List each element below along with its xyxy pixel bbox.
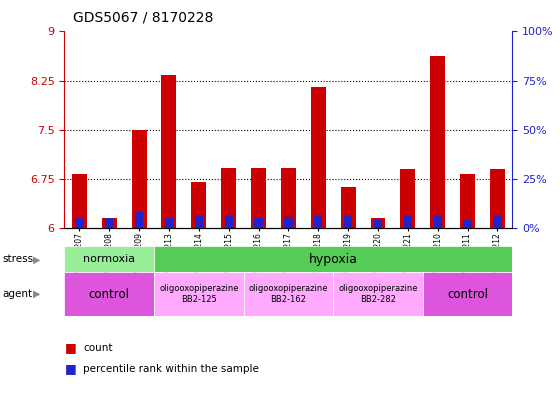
Bar	[72, 174, 87, 228]
Text: ■: ■	[64, 341, 76, 354]
Bar	[225, 216, 233, 228]
Bar	[254, 218, 263, 228]
Bar	[371, 218, 385, 228]
Bar	[221, 168, 236, 228]
Text: ▶: ▶	[32, 289, 40, 299]
Text: normoxia: normoxia	[83, 254, 136, 264]
Bar	[102, 218, 116, 228]
FancyBboxPatch shape	[154, 272, 244, 316]
Bar	[314, 216, 323, 228]
Bar	[464, 220, 472, 228]
Bar	[400, 169, 416, 228]
Text: ■: ■	[64, 362, 76, 375]
Bar	[460, 174, 475, 228]
Text: count: count	[83, 343, 113, 353]
Bar	[404, 216, 412, 228]
Text: oligooxopiperazine
BB2-125: oligooxopiperazine BB2-125	[159, 284, 239, 304]
Bar	[340, 187, 356, 228]
Text: ▶: ▶	[32, 254, 40, 264]
FancyBboxPatch shape	[64, 246, 154, 272]
Text: percentile rank within the sample: percentile rank within the sample	[83, 364, 259, 374]
Bar	[374, 220, 382, 228]
Bar	[105, 218, 113, 228]
Text: agent: agent	[3, 289, 33, 299]
FancyBboxPatch shape	[154, 246, 512, 272]
Bar	[251, 168, 266, 228]
Text: oligooxopiperazine
BB2-162: oligooxopiperazine BB2-162	[249, 284, 328, 304]
Text: stress: stress	[3, 254, 34, 264]
Bar	[344, 216, 352, 228]
Bar	[284, 217, 292, 228]
Text: GDS5067 / 8170228: GDS5067 / 8170228	[73, 11, 213, 25]
Bar	[161, 75, 176, 228]
Bar	[195, 216, 203, 228]
FancyBboxPatch shape	[244, 272, 333, 316]
Text: control: control	[88, 288, 130, 301]
FancyBboxPatch shape	[423, 272, 512, 316]
Bar	[165, 218, 173, 228]
Text: hypoxia: hypoxia	[309, 253, 358, 266]
Bar	[75, 218, 83, 228]
Bar	[490, 169, 505, 228]
Bar	[311, 87, 326, 228]
Text: oligooxopiperazine
BB2-282: oligooxopiperazine BB2-282	[338, 284, 418, 304]
Bar	[135, 212, 143, 228]
Bar	[433, 216, 442, 228]
Bar	[132, 130, 147, 228]
Bar	[430, 56, 445, 228]
Bar	[493, 216, 502, 228]
FancyBboxPatch shape	[64, 272, 154, 316]
Bar	[192, 182, 206, 228]
Text: control: control	[447, 288, 488, 301]
FancyBboxPatch shape	[333, 272, 423, 316]
Bar	[281, 168, 296, 228]
